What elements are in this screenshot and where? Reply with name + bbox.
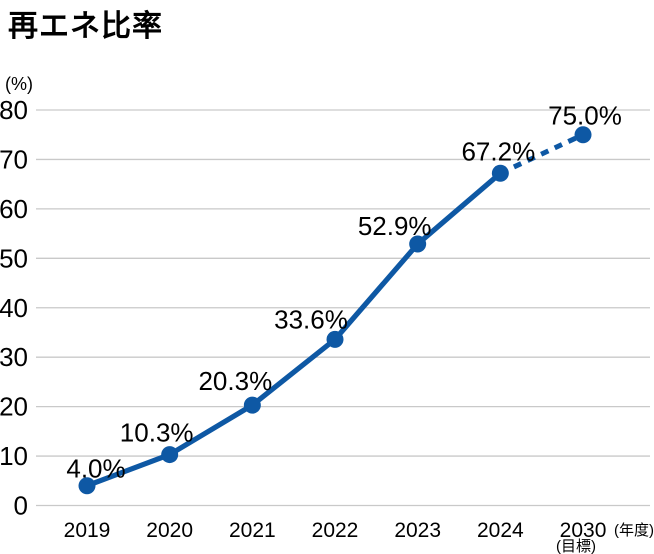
x-tick-label: 2021 (229, 519, 276, 542)
data-point (409, 235, 427, 253)
x-tick-label: 2022 (312, 519, 359, 542)
x-axis-unit-label: (年度) (614, 522, 654, 539)
x-tick-label: 2019 (64, 519, 111, 542)
data-point-label: 75.0% (548, 101, 622, 131)
data-point (574, 126, 592, 144)
y-tick-label: 70 (0, 144, 28, 174)
x-tick-label: 2020 (146, 519, 193, 542)
x-category-note: (目標) (556, 538, 596, 554)
data-point-label: 67.2% (461, 136, 535, 166)
trend-line-dashed (499, 132, 585, 176)
data-point (326, 330, 344, 348)
data-point (161, 446, 179, 464)
y-tick-label: 60 (0, 194, 28, 224)
data-point (243, 396, 261, 414)
y-axis-unit-label: (%) (5, 74, 33, 94)
y-tick-label: 10 (0, 441, 28, 471)
y-tick-label: 20 (0, 392, 28, 422)
data-point-label: 4.0% (66, 454, 125, 484)
chart-title: 再エネ比率 (8, 10, 163, 43)
y-tick-label: 80 (0, 95, 28, 125)
data-point (491, 164, 509, 182)
x-tick-label: 2030 (560, 519, 607, 542)
data-point-label: 33.6% (274, 304, 348, 334)
data-point-label: 20.3% (198, 366, 272, 396)
data-point-label: 10.3% (120, 418, 194, 448)
y-tick-label: 50 (0, 243, 28, 273)
data-point-label: 52.9% (358, 211, 432, 241)
data-point (78, 477, 96, 495)
trend-line-solid (84, 170, 503, 489)
x-tick-label: 2023 (394, 519, 441, 542)
y-tick-label: 40 (0, 293, 28, 323)
y-tick-label: 30 (0, 342, 28, 372)
x-tick-label: 2024 (477, 519, 524, 542)
y-tick-label: 0 (14, 491, 28, 521)
